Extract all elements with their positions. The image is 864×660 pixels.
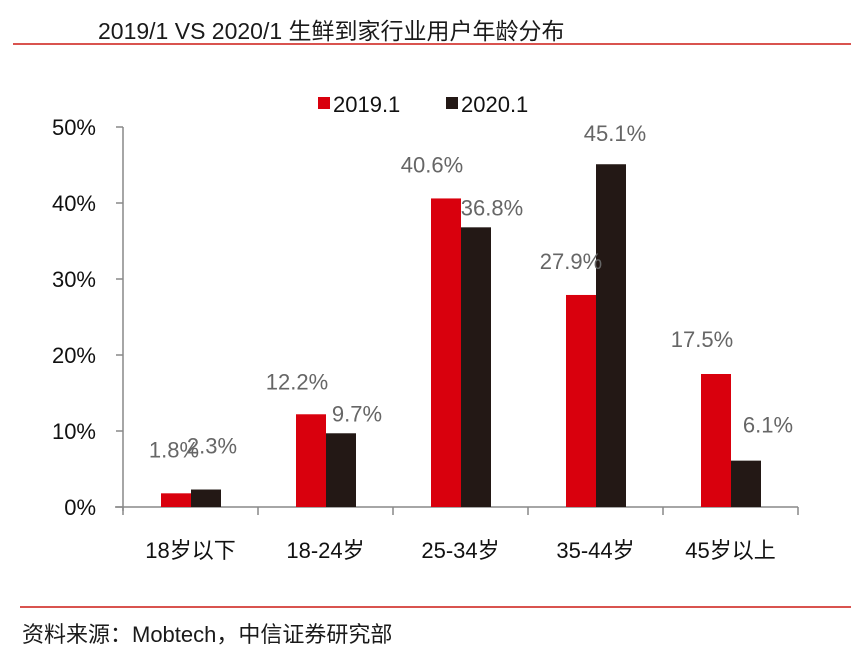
data-label: 1.8% bbox=[149, 437, 199, 462]
y-axis: 0% 10% 20% 30% 40% 50% bbox=[52, 115, 124, 520]
bar-2020-1-4 bbox=[731, 460, 761, 507]
bar-2019-1-4 bbox=[701, 374, 731, 507]
data-label: 45.1% bbox=[584, 121, 646, 146]
y-tick-label: 20% bbox=[52, 343, 96, 368]
data-label: 40.6% bbox=[401, 152, 463, 177]
bar-2019-1-2 bbox=[431, 198, 461, 507]
x-category-label: 45岁以上 bbox=[685, 538, 775, 563]
footer-divider bbox=[20, 606, 851, 608]
bar-2020-1-3 bbox=[596, 164, 626, 508]
y-tick-label: 30% bbox=[52, 267, 96, 292]
bars bbox=[161, 164, 761, 508]
x-category-label: 18-24岁 bbox=[286, 538, 364, 563]
x-axis: 18岁以下 18-24岁 25-34岁 35-44岁 45岁以上 bbox=[115, 506, 799, 563]
x-category-label: 18岁以下 bbox=[145, 538, 235, 563]
bar-2019-1-0 bbox=[161, 493, 191, 507]
chart-title: 2019/1 VS 2020/1 生鲜到家行业用户年龄分布 bbox=[98, 18, 565, 44]
y-tick-label: 0% bbox=[64, 495, 96, 520]
data-label: 6.1% bbox=[743, 413, 793, 438]
data-label: 12.2% bbox=[266, 369, 328, 394]
legend-swatch-2019-1 bbox=[318, 97, 330, 109]
legend: 2019.1 2020.1 bbox=[318, 92, 528, 117]
legend-label: 2019.1 bbox=[333, 92, 400, 117]
bar-2020-1-2 bbox=[461, 227, 491, 507]
title-divider bbox=[13, 43, 851, 45]
bar-2020-1-1 bbox=[326, 433, 356, 507]
data-label: 9.7% bbox=[332, 401, 382, 426]
data-label: 17.5% bbox=[671, 327, 733, 352]
source-note: 资料来源：Mobtech，中信证券研究部 bbox=[22, 622, 393, 647]
legend-label: 2020.1 bbox=[461, 92, 528, 117]
bar-2019-1-3 bbox=[566, 294, 596, 507]
y-tick-label: 50% bbox=[52, 115, 96, 140]
bar-2020-1-0 bbox=[191, 489, 221, 507]
data-label: 27.9% bbox=[540, 249, 602, 274]
x-category-label: 35-44岁 bbox=[556, 538, 634, 563]
legend-swatch-2020-1 bbox=[446, 97, 458, 109]
data-label: 36.8% bbox=[461, 195, 523, 220]
data-labels: 1.8% 12.2% 40.6% 27.9% 17.5% 2.3% 9.7% 36.8% 45.… bbox=[149, 121, 793, 462]
y-tick-label: 10% bbox=[52, 419, 96, 444]
data-label: 2.3% bbox=[187, 434, 237, 459]
bar-2019-1-1 bbox=[296, 414, 326, 507]
y-tick-label: 40% bbox=[52, 191, 96, 216]
x-category-label: 25-34岁 bbox=[421, 538, 499, 563]
